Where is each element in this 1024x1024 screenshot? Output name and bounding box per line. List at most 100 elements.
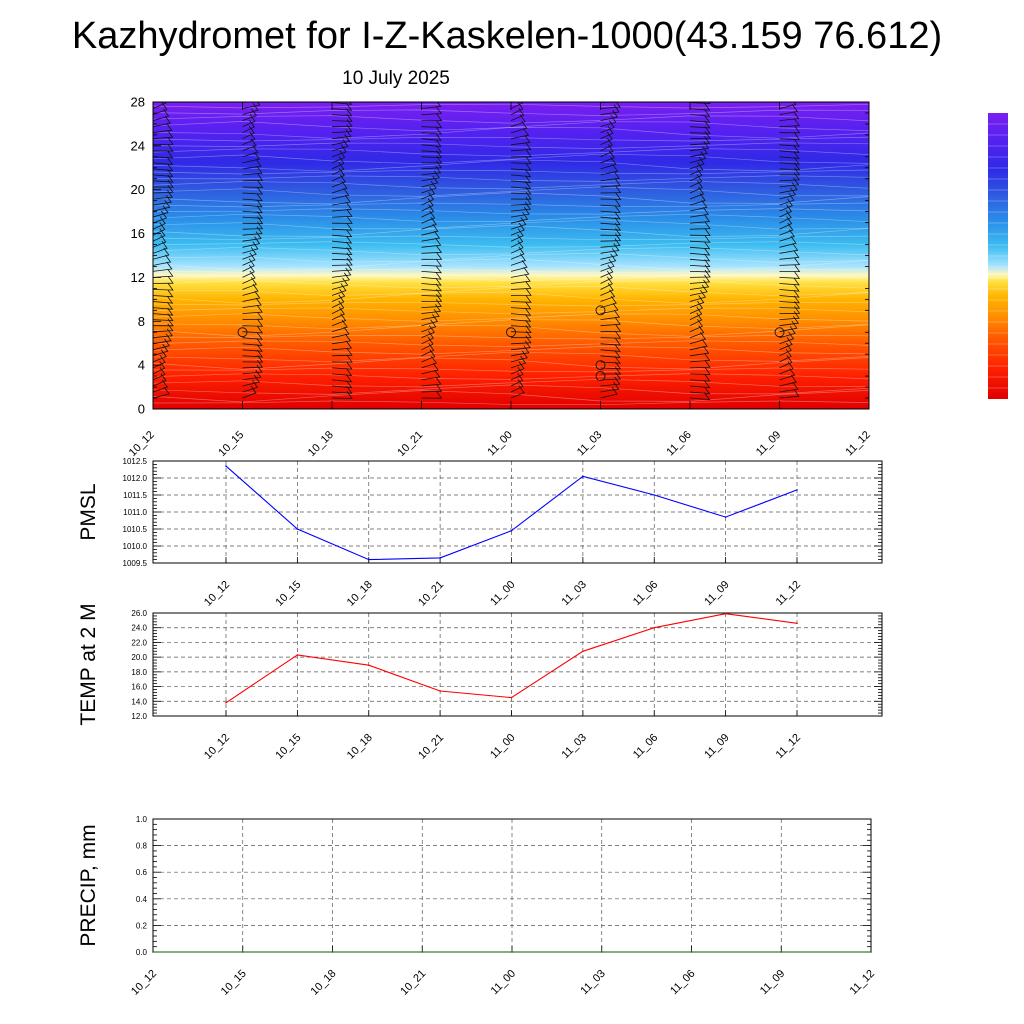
wind-barb [868,391,869,392]
wind-barb [331,354,353,363]
wind-barb [868,114,869,115]
wind-barb [242,338,263,346]
wind-barb [779,125,801,134]
wind-barb [868,301,869,302]
heatmap-xtick-label: 11_03 [575,429,605,459]
wind-barb [510,102,514,103]
heatmap-ytick-label: 24 [131,138,145,153]
xtick-label: 11_09 [702,732,732,762]
wind-barb [868,246,869,248]
wind-barb [868,240,869,242]
wind-barb [689,295,705,308]
wind-barb [510,246,525,260]
wind-barb [600,350,621,358]
wind-barb [331,333,352,345]
wind-barb [421,230,441,242]
wind-barb [689,241,711,250]
temp-panel: 12.0 14.0 16.0 18.0 20.0 22.0 24.0 26.0 10_12 10_… [77,603,883,762]
wind-barb [600,302,619,314]
wind-barb [421,198,434,212]
wind-barb [779,368,796,381]
wind-barb [421,283,442,292]
wind-barb [868,264,869,266]
wind-barb [242,252,256,266]
xtick-label: 11_03 [559,579,589,609]
wind-barb [510,217,527,230]
ytick-label: 0.4 [136,895,148,904]
series-point [296,654,299,656]
wind-barb [242,186,264,195]
contour-line [153,186,869,197]
heatmap-xtick-label: 10_21 [395,429,425,459]
wind-barb [779,111,800,121]
wind-barb [868,295,869,296]
wind-barb [779,306,801,314]
wind-barb [868,270,869,272]
wind-barb [510,234,524,248]
wind-barb [689,306,703,320]
wind-barb [331,257,353,266]
wind-barb [331,102,353,105]
wind-barb [153,338,171,351]
xtick-label: 11_00 [489,968,519,998]
wind-barb [689,338,708,351]
wind-barb [153,373,167,387]
series-point [510,529,513,532]
wind-barb [779,156,800,165]
wind-barb [689,151,707,164]
wind-barb [153,355,166,369]
wind-barb [689,269,711,278]
wind-barb [421,362,439,375]
series-point [367,558,370,561]
wind-barb [242,108,258,121]
wind-barb [510,314,532,322]
series-point [870,951,872,953]
wind-barb [421,325,435,339]
xtick-label: 11_12 [774,732,804,762]
wind-barb [153,102,167,109]
wind-barb [421,223,439,236]
wind-barb [779,331,795,345]
wind-barb [600,366,622,375]
series-point [724,612,727,615]
wind-barb [779,295,801,304]
wind-barb [779,374,797,387]
wind-barb [868,355,869,356]
wind-barb [153,295,174,304]
calm-wind-marker [774,327,785,338]
wind-barb [868,168,869,169]
heatmap-ytick-label: 12 [131,270,145,285]
series-point [796,622,798,625]
xtick-label: 10_12 [202,732,232,762]
wind-barb [242,145,259,158]
heatmap-xtick-label: 10_15 [216,429,246,459]
wind-barb [421,186,436,200]
wind-barb [421,133,442,141]
xtick-label: 11_00 [488,732,518,762]
wind-barb [868,283,869,284]
xtick-label: 11_00 [488,579,518,609]
wind-barb [868,222,869,224]
wind-barb [510,355,527,369]
contour-line [153,121,869,132]
wind-barb [421,210,436,224]
wind-barb [689,264,711,273]
wind-barb [421,319,437,333]
wind-barb [510,114,526,128]
wind-barb [242,102,259,115]
wind-barb [331,380,353,389]
wind-barb [600,309,621,320]
wind-barb [600,205,621,214]
wind-barb [331,194,351,206]
wind-barb [600,331,622,339]
wind-barb [868,343,869,345]
wind-barb [779,300,801,309]
wind-barb [242,359,264,369]
wind-barb [868,228,869,230]
colorbar-fill [988,113,1008,399]
wind-barb [421,102,427,103]
xtick-label: 10_12 [202,579,232,609]
contour-line [153,208,869,215]
wind-barb [510,169,532,178]
wind-barb [689,102,711,111]
